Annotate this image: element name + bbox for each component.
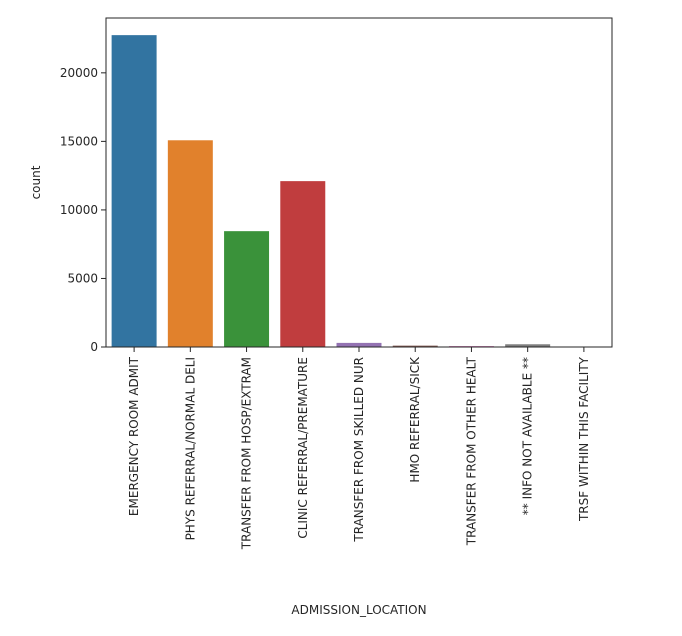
x-tick-label-4: TRANSFER FROM SKILLED NUR xyxy=(352,357,366,543)
y-tick-label-3: 15000 xyxy=(60,134,98,148)
x-tick-label-0: EMERGENCY ROOM ADMIT xyxy=(127,356,141,516)
bar-3 xyxy=(280,181,326,347)
bar-4 xyxy=(336,342,382,347)
x-tick-label-3: CLINIC REFERRAL/PREMATURE xyxy=(296,357,310,539)
y-tick-label-0: 0 xyxy=(90,340,98,354)
y-axis-title: count xyxy=(29,165,43,199)
y-tick-label-4: 20000 xyxy=(60,66,98,80)
y-tick-label-1: 5000 xyxy=(67,271,98,285)
x-tick-label-5: HMO REFERRAL/SICK xyxy=(408,356,422,483)
x-tick-label-6: TRANSFER FROM OTHER HEALT xyxy=(464,356,478,546)
x-tick-label-2: TRANSFER FROM HOSP/EXTRAM xyxy=(240,357,254,550)
x-tick-label-1: PHYS REFERRAL/NORMAL DELI xyxy=(183,357,197,540)
y-axis: 0 5000 10000 15000 20000 xyxy=(60,66,106,354)
x-tick-label-8: TRSF WITHIN THIS FACILITY xyxy=(577,356,591,522)
x-axis: EMERGENCY ROOM ADMIT PHYS REFERRAL/NORMAL… xyxy=(127,347,591,550)
x-axis-title: ADMISSION_LOCATION xyxy=(291,603,426,617)
bar-1 xyxy=(167,140,213,347)
bar-0 xyxy=(111,35,157,347)
bar-2 xyxy=(224,231,270,347)
x-tick-label-7: ** INFO NOT AVAILABLE ** xyxy=(521,357,535,515)
bar-7 xyxy=(505,344,551,347)
bars-group xyxy=(111,35,607,347)
bar-5 xyxy=(392,345,438,347)
y-tick-label-2: 10000 xyxy=(60,203,98,217)
